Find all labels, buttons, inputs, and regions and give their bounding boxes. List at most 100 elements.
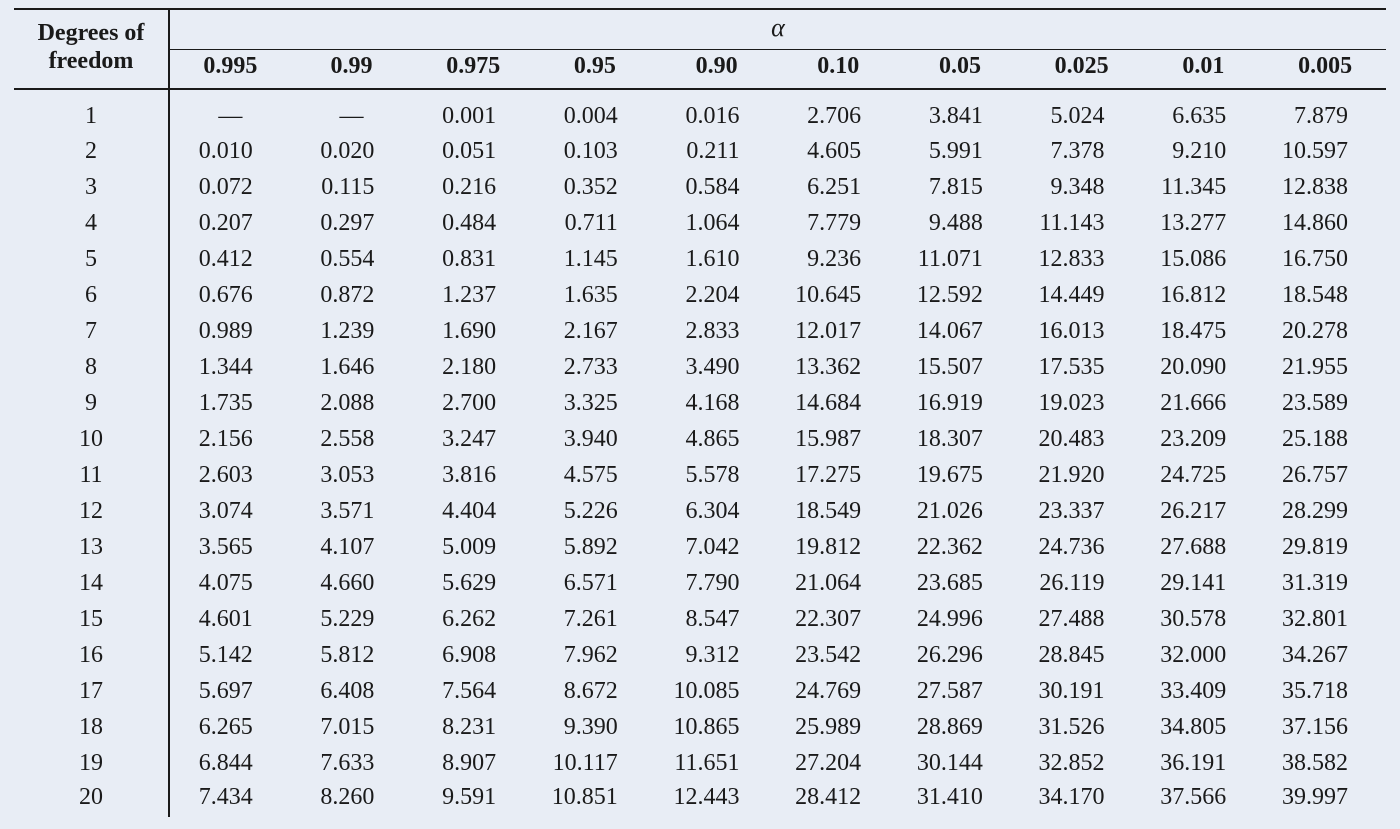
value-cell: 36.191 bbox=[1143, 745, 1265, 781]
value-cell: 4.601 bbox=[169, 601, 291, 637]
value-cell: 4.660 bbox=[291, 565, 413, 601]
value-cell: 29.819 bbox=[1264, 529, 1386, 565]
value-cell: 15.987 bbox=[777, 421, 899, 457]
value-cell: 28.845 bbox=[1021, 637, 1143, 673]
value-cell: 2.700 bbox=[412, 385, 534, 421]
value-cell: 2.558 bbox=[291, 421, 413, 457]
value-cell: 4.107 bbox=[291, 529, 413, 565]
value-cell: 33.409 bbox=[1143, 673, 1265, 709]
value-cell: 1.690 bbox=[412, 313, 534, 349]
value-cell: 4.075 bbox=[169, 565, 291, 601]
value-cell: 7.434 bbox=[169, 781, 291, 817]
df-cell: 13 bbox=[14, 529, 169, 565]
table-row: 70.9891.2391.6902.1672.83312.01714.06716… bbox=[14, 313, 1386, 349]
value-cell: 12.833 bbox=[1021, 241, 1143, 277]
value-cell: 15.507 bbox=[899, 349, 1021, 385]
value-cell: 2.167 bbox=[534, 313, 656, 349]
value-cell: 34.267 bbox=[1264, 637, 1386, 673]
value-cell: 7.633 bbox=[291, 745, 413, 781]
value-cell: 3.571 bbox=[291, 493, 413, 529]
value-cell: 14.449 bbox=[1021, 277, 1143, 313]
value-cell: 37.566 bbox=[1143, 781, 1265, 817]
table-row: 133.5654.1075.0095.8927.04219.81222.3622… bbox=[14, 529, 1386, 565]
value-cell: 5.892 bbox=[534, 529, 656, 565]
value-cell: 13.362 bbox=[777, 349, 899, 385]
value-cell: 11.651 bbox=[656, 745, 778, 781]
table-row: 144.0754.6605.6296.5717.79021.06423.6852… bbox=[14, 565, 1386, 601]
value-cell: 6.571 bbox=[534, 565, 656, 601]
df-cell: 1 bbox=[14, 89, 169, 133]
value-cell: 3.325 bbox=[534, 385, 656, 421]
value-cell: 6.265 bbox=[169, 709, 291, 745]
alpha-level-header: 0.90 bbox=[656, 49, 778, 89]
value-cell: 1.239 bbox=[291, 313, 413, 349]
value-cell: 6.304 bbox=[656, 493, 778, 529]
value-cell: 5.629 bbox=[412, 565, 534, 601]
value-cell: 7.879 bbox=[1264, 89, 1386, 133]
value-cell: 27.204 bbox=[777, 745, 899, 781]
value-cell: 9.488 bbox=[899, 205, 1021, 241]
value-cell: 0.352 bbox=[534, 169, 656, 205]
value-cell: 16.013 bbox=[1021, 313, 1143, 349]
df-cell: 9 bbox=[14, 385, 169, 421]
value-cell: 25.989 bbox=[777, 709, 899, 745]
value-cell: 4.575 bbox=[534, 457, 656, 493]
table-row: 30.0720.1150.2160.3520.5846.2517.8159.34… bbox=[14, 169, 1386, 205]
value-cell: 0.004 bbox=[534, 89, 656, 133]
df-cell: 16 bbox=[14, 637, 169, 673]
value-cell: 11.143 bbox=[1021, 205, 1143, 241]
value-cell: 9.210 bbox=[1143, 133, 1265, 169]
value-cell: 2.706 bbox=[777, 89, 899, 133]
value-cell: 7.779 bbox=[777, 205, 899, 241]
value-cell: 9.390 bbox=[534, 709, 656, 745]
value-cell: 2.180 bbox=[412, 349, 534, 385]
table-row: 1——0.0010.0040.0162.7063.8415.0246.6357.… bbox=[14, 89, 1386, 133]
value-cell: 23.589 bbox=[1264, 385, 1386, 421]
alpha-level-header: 0.995 bbox=[169, 49, 291, 89]
value-cell: 0.211 bbox=[656, 133, 778, 169]
value-cell: 4.605 bbox=[777, 133, 899, 169]
value-cell: 16.812 bbox=[1143, 277, 1265, 313]
value-cell: 6.251 bbox=[777, 169, 899, 205]
value-cell: 17.535 bbox=[1021, 349, 1143, 385]
value-cell: 5.812 bbox=[291, 637, 413, 673]
value-cell: 7.962 bbox=[534, 637, 656, 673]
df-cell: 20 bbox=[14, 781, 169, 817]
value-cell: 5.697 bbox=[169, 673, 291, 709]
value-cell: 17.275 bbox=[777, 457, 899, 493]
value-cell: 4.168 bbox=[656, 385, 778, 421]
value-cell: 20.090 bbox=[1143, 349, 1265, 385]
value-cell: — bbox=[291, 89, 413, 133]
df-header: Degrees of freedom bbox=[14, 9, 169, 89]
alpha-level-header: 0.05 bbox=[899, 49, 1021, 89]
value-cell: 4.404 bbox=[412, 493, 534, 529]
value-cell: 10.597 bbox=[1264, 133, 1386, 169]
value-cell: 0.297 bbox=[291, 205, 413, 241]
value-cell: 22.362 bbox=[899, 529, 1021, 565]
value-cell: 3.816 bbox=[412, 457, 534, 493]
value-cell: 10.085 bbox=[656, 673, 778, 709]
df-cell: 3 bbox=[14, 169, 169, 205]
table-row: 196.8447.6338.90710.11711.65127.20430.14… bbox=[14, 745, 1386, 781]
value-cell: 23.542 bbox=[777, 637, 899, 673]
df-header-line1: Degrees of bbox=[38, 20, 145, 46]
value-cell: 21.920 bbox=[1021, 457, 1143, 493]
value-cell: 6.408 bbox=[291, 673, 413, 709]
value-cell: 12.017 bbox=[777, 313, 899, 349]
value-cell: 9.312 bbox=[656, 637, 778, 673]
value-cell: 16.750 bbox=[1264, 241, 1386, 277]
value-cell: 29.141 bbox=[1143, 565, 1265, 601]
value-cell: 1.635 bbox=[534, 277, 656, 313]
value-cell: 8.231 bbox=[412, 709, 534, 745]
value-cell: 19.812 bbox=[777, 529, 899, 565]
value-cell: 7.261 bbox=[534, 601, 656, 637]
value-cell: 1.646 bbox=[291, 349, 413, 385]
value-cell: 35.718 bbox=[1264, 673, 1386, 709]
value-cell: 2.204 bbox=[656, 277, 778, 313]
value-cell: 6.908 bbox=[412, 637, 534, 673]
value-cell: 24.996 bbox=[899, 601, 1021, 637]
value-cell: 7.378 bbox=[1021, 133, 1143, 169]
table-row: 123.0743.5714.4045.2266.30418.54921.0262… bbox=[14, 493, 1386, 529]
value-cell: 7.042 bbox=[656, 529, 778, 565]
value-cell: 12.838 bbox=[1264, 169, 1386, 205]
